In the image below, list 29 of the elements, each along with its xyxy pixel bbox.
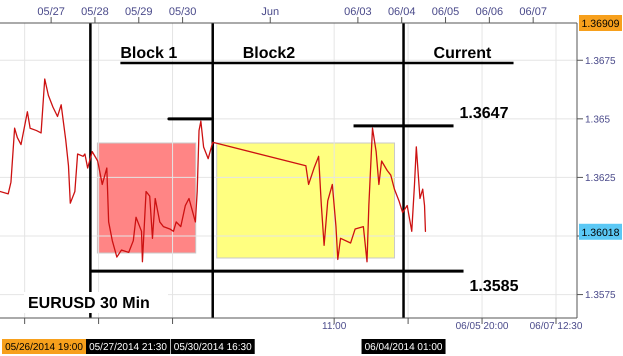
x2-tick-label: Jun <box>261 6 280 18</box>
x2-tick-label: 06/05 <box>432 6 460 18</box>
x2-tick-label: 06/06 <box>476 6 504 18</box>
ref-line-label: 06/04/2014 01:00 <box>364 342 443 353</box>
annotation: 1.36909 <box>582 18 620 30</box>
ref-line-label: 1.3585 <box>470 278 519 296</box>
y-tick-label: 1.365 <box>585 114 610 126</box>
x2-tick-label: 05/27 <box>37 6 65 18</box>
x2-tick-label: 06/04 <box>388 6 416 18</box>
x2-tick-label: 06/07 <box>519 6 547 18</box>
x2-tick-label: 05/28 <box>81 6 109 18</box>
annotation: Block2 <box>242 45 296 62</box>
ref-line-label: 05/30/2014 16:30 <box>174 342 252 353</box>
x2-tick-label: 05/30 <box>168 6 196 18</box>
annotation: 1.36018 <box>582 226 620 239</box>
annotation: Current <box>434 45 492 62</box>
ref-line-label: 05/27/2014 21:30 <box>89 342 168 353</box>
y-tick-label: 1.3675 <box>585 56 616 67</box>
x-tick-label: 06/07 12:30 <box>530 321 583 332</box>
y-tick-label: 1.3625 <box>585 172 616 184</box>
y-tick-label: 1.3575 <box>585 290 616 302</box>
x2-tick-label: 05/29 <box>125 6 153 18</box>
ref-line-label: 1.3647 <box>460 104 509 122</box>
x-tick-label: 06/05 20:00 <box>456 321 509 332</box>
x2-tick-label: 06/03 <box>344 6 372 18</box>
annotation: Block 1 <box>120 45 178 62</box>
text: EURUSD 30 Min <box>28 295 150 312</box>
x-tick-label: 11:00 <box>322 321 347 332</box>
text: 05/26/2014 19:00 <box>5 342 84 353</box>
